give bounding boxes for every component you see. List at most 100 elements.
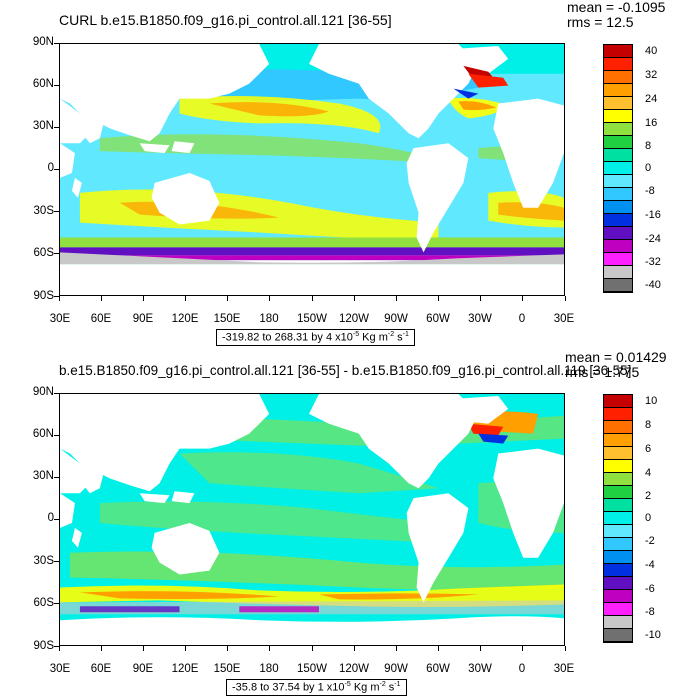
rms-stat: rms = 1.775	[565, 364, 640, 380]
colorbar-cell	[604, 227, 632, 240]
y-tick	[54, 645, 59, 647]
x-tick-label: 30E	[49, 663, 71, 675]
y-tick-label: 0	[47, 162, 54, 174]
y-tick-label: 30S	[33, 205, 54, 217]
panel-title: b.e15.B1850.f09_g16.pi_control.all.121 […	[59, 363, 632, 378]
colorbar	[603, 44, 633, 293]
colorbar-cell	[604, 58, 632, 71]
colorbar-cell	[604, 603, 632, 616]
colorbar	[603, 394, 633, 643]
x-tick	[522, 296, 524, 301]
colorbar-cell	[604, 408, 632, 421]
colorbar-label: 0	[645, 162, 652, 174]
x-tick	[142, 296, 144, 301]
colorbar-cell	[604, 45, 632, 58]
colorbar-label: 40	[645, 45, 658, 57]
y-tick-label: 0	[47, 512, 54, 524]
y-tick-label: 60N	[32, 428, 54, 440]
contour-range-label: -319.82 to 268.31 by 4 x10-5 Kg m-2 s-1	[216, 329, 415, 346]
colorbar-cell	[604, 97, 632, 110]
x-tick	[58, 646, 60, 651]
colorbar-cell	[604, 162, 632, 175]
x-tick-label: 180	[259, 313, 279, 325]
y-tick-label: 30N	[32, 470, 54, 482]
colorbar-cell	[604, 395, 632, 408]
mean-stat: mean = 0.01429	[565, 349, 667, 365]
y-tick	[54, 126, 59, 128]
colorbar-cell	[604, 564, 632, 577]
y-tick	[54, 561, 59, 563]
colorbar-label: -8	[645, 185, 655, 197]
x-tick	[522, 646, 524, 651]
colorbar-cell	[604, 279, 632, 292]
colorbar-cell	[604, 499, 632, 512]
x-tick-label: 150W	[296, 663, 328, 675]
y-tick-label: 60N	[32, 78, 54, 90]
colorbar-cell	[604, 110, 632, 123]
colorbar-cell	[604, 512, 632, 525]
colorbar-label: -16	[645, 209, 661, 221]
colorbar-cell	[604, 447, 632, 460]
colorbar-cell	[604, 201, 632, 214]
x-tick	[438, 646, 439, 651]
y-tick-label: 90S	[33, 290, 54, 302]
y-tick	[54, 84, 59, 86]
colorbar-cell	[604, 577, 632, 590]
colorbar-label: 24	[645, 93, 658, 105]
colorbar-label: -2	[645, 535, 655, 547]
colorbar-cell	[604, 538, 632, 551]
y-tick-label: 90N	[32, 36, 54, 48]
colorbar-cell	[604, 188, 632, 201]
x-tick-label: 120E	[171, 663, 199, 675]
colorbar-label: 32	[645, 69, 658, 81]
colorbar-cell	[604, 460, 632, 473]
x-tick	[395, 646, 397, 651]
colorbar-cell	[604, 214, 632, 227]
colorbar-cell	[604, 525, 632, 538]
x-tick-label: 30W	[468, 663, 492, 675]
colorbar-label: 0	[645, 512, 652, 524]
x-tick-label: 120E	[171, 313, 199, 325]
y-tick-label: 30N	[32, 120, 54, 132]
colorbar-label: 10	[645, 395, 658, 407]
curl-map	[59, 43, 565, 296]
x-tick-label: 150E	[213, 663, 241, 675]
colorbar-cell	[604, 434, 632, 447]
colorbar-label: -4	[645, 559, 655, 571]
colorbar-label: 6	[645, 443, 652, 455]
rms-stat: rms = 12.5	[567, 14, 634, 30]
x-tick-label: 90W	[384, 663, 408, 675]
x-tick	[269, 296, 271, 301]
x-tick	[142, 646, 144, 651]
x-tick-label: 60W	[426, 313, 450, 325]
colorbar-label: -6	[645, 583, 655, 595]
colorbar-label: -8	[645, 606, 655, 618]
y-tick	[54, 295, 59, 297]
colorbar-label: -40	[645, 279, 661, 291]
colorbar-cell	[604, 253, 632, 266]
y-tick	[54, 42, 59, 44]
panel-top: CURL b.e15.B1850.f09_g16.pi_control.all.…	[32, 0, 666, 346]
colorbar-cell	[604, 240, 632, 253]
y-tick-label: 30S	[33, 555, 54, 567]
colorbar-label: 4	[645, 467, 652, 479]
colorbar-label: 16	[645, 117, 658, 129]
x-tick	[185, 296, 186, 301]
panel-bottom: b.e15.B1850.f09_g16.pi_control.all.121 […	[0, 350, 700, 700]
x-tick-label: 30E	[49, 313, 71, 325]
mean-stat: mean = -0.1095	[567, 0, 666, 15]
x-tick-label: 30W	[468, 313, 492, 325]
y-tick-label: 60S	[33, 247, 54, 259]
y-tick-label: 60S	[33, 597, 54, 609]
x-tick	[227, 296, 229, 301]
y-tick	[54, 603, 59, 605]
x-tick	[564, 646, 566, 651]
x-tick	[564, 296, 566, 301]
x-tick	[353, 296, 355, 301]
colorbar-cell	[604, 629, 632, 642]
colorbar-cell	[604, 123, 632, 136]
x-tick	[58, 296, 60, 301]
y-tick	[54, 434, 59, 436]
colorbar-label: -32	[645, 256, 661, 268]
colorbar-label: 8	[645, 419, 652, 431]
